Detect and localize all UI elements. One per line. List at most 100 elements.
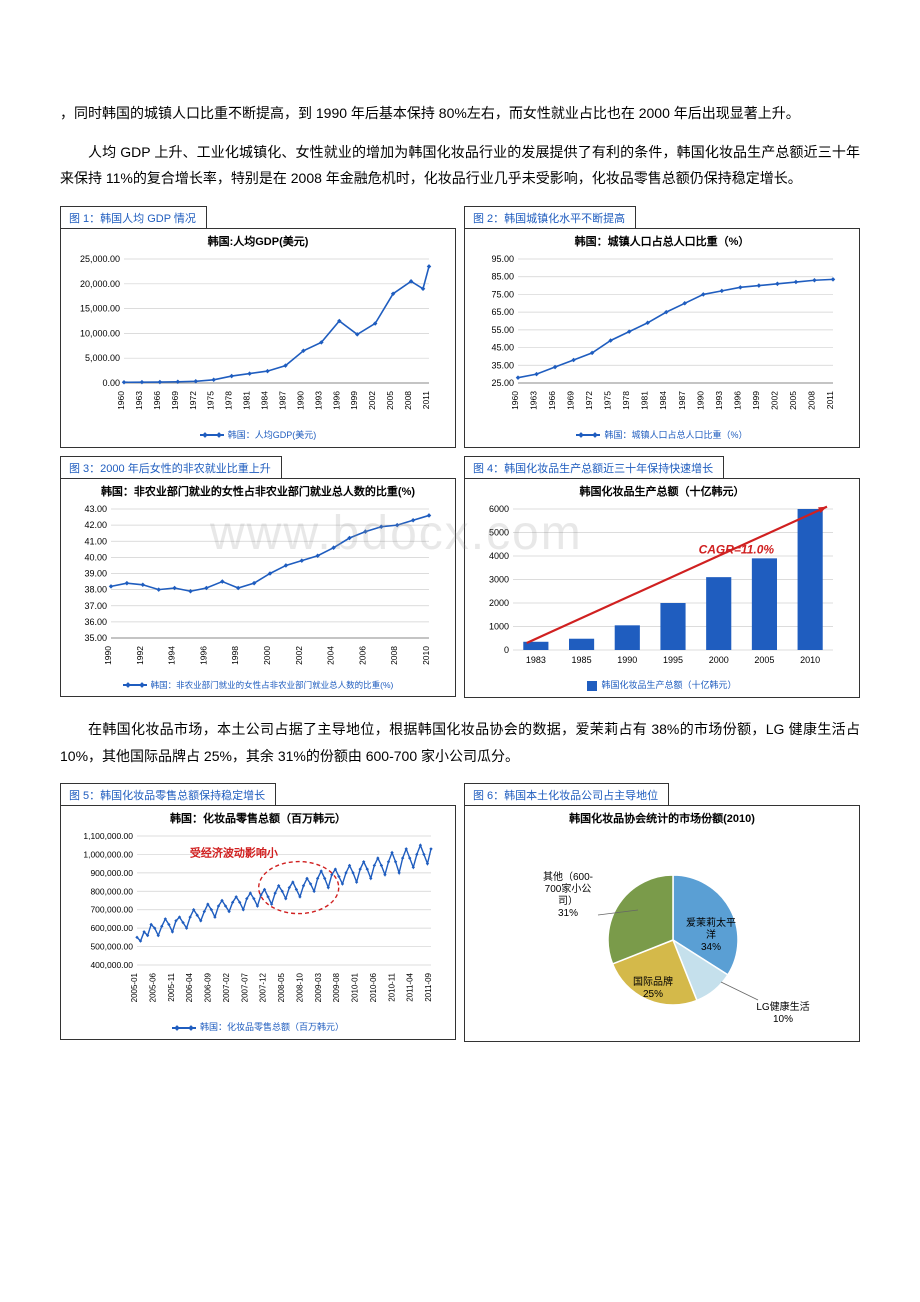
svg-text:1972: 1972 [188, 391, 198, 410]
svg-text:国际品牌: 国际品牌 [633, 975, 673, 988]
svg-text:2005: 2005 [385, 391, 395, 410]
chart-2-legend: 韩国：城镇人口占总人口比重（%） [473, 430, 851, 441]
svg-text:2010-01: 2010-01 [351, 973, 360, 1003]
chart-grid-2: 图 5：韩国化妆品零售总额保持稳定增长 韩国：化妆品零售总额（百万韩元） 400… [60, 783, 860, 1042]
svg-text:3000: 3000 [489, 575, 509, 585]
svg-text:42.00: 42.00 [84, 520, 107, 530]
svg-text:31%: 31% [558, 908, 578, 919]
svg-text:36.00: 36.00 [84, 617, 107, 627]
svg-text:1,100,000.00: 1,100,000.00 [83, 831, 133, 841]
paragraph-1: ，同时韩国的城镇人口比重不断提高，到 1990 年后基本保持 80%左右，而女性… [60, 100, 860, 127]
svg-text:2005: 2005 [754, 655, 774, 665]
svg-text:1975: 1975 [603, 391, 613, 410]
svg-text:受经济波动影响小: 受经济波动影响小 [190, 846, 278, 860]
chart-4-wrapper: 图 4：韩国化妆品生产总额近三十年保持快速增长 韩国化妆品生产总额（十亿韩元） … [464, 478, 860, 698]
chart-1-svg: 0.005,000.0010,000.0015,000.0020,000.002… [69, 253, 439, 428]
svg-text:34%: 34% [701, 942, 721, 953]
svg-text:5000: 5000 [489, 528, 509, 538]
svg-text:1981: 1981 [242, 391, 252, 410]
svg-text:1960: 1960 [116, 391, 126, 410]
svg-text:1985: 1985 [572, 655, 592, 665]
svg-text:1987: 1987 [677, 391, 687, 410]
chart-6-title: 韩国化妆品协会统计的市场份额(2010) [473, 812, 851, 826]
chart-1-caption: 图 1：韩国人均 GDP 情况 [60, 206, 207, 228]
svg-text:爱茉莉太平: 爱茉莉太平 [686, 916, 736, 929]
svg-text:75.00: 75.00 [491, 290, 514, 300]
svg-text:5,000.00: 5,000.00 [85, 353, 120, 363]
svg-text:1969: 1969 [566, 391, 576, 410]
svg-text:其他（600-: 其他（600- [543, 870, 593, 883]
svg-text:2010-06: 2010-06 [369, 973, 378, 1003]
chart-6-caption: 图 6：韩国本土化妆品公司占主导地位 [464, 783, 669, 805]
svg-text:2010: 2010 [421, 646, 431, 665]
svg-text:700,000.00: 700,000.00 [90, 905, 133, 915]
chart-2-svg: 25.0035.0045.0055.0065.0075.0085.0095.00… [473, 253, 843, 428]
chart-1-legend: 韩国：人均GDP(美元) [69, 430, 447, 441]
chart-4-legend: 韩国化妆品生产总额（十亿韩元） [473, 680, 851, 691]
svg-text:2000: 2000 [262, 646, 272, 665]
svg-text:2008: 2008 [389, 646, 399, 665]
svg-text:1999: 1999 [349, 391, 359, 410]
svg-text:1990: 1990 [295, 391, 305, 410]
chart-3-wrapper: 图 3：2000 年后女性的非农就业比重上升 韩国：非农业部门就业的女性占非农业… [60, 478, 456, 698]
svg-text:2007-12: 2007-12 [259, 973, 268, 1003]
svg-text:2011: 2011 [421, 391, 431, 410]
svg-text:800,000.00: 800,000.00 [90, 887, 133, 897]
svg-text:500,000.00: 500,000.00 [90, 942, 133, 952]
svg-text:1995: 1995 [663, 655, 683, 665]
svg-text:2006: 2006 [357, 646, 367, 665]
chart-4-title: 韩国化妆品生产总额（十亿韩元） [473, 485, 851, 499]
svg-text:2008: 2008 [403, 391, 413, 410]
svg-text:1999: 1999 [751, 391, 761, 410]
chart-3-title: 韩国：非农业部门就业的女性占非农业部门就业总人数的比重(%) [69, 485, 447, 499]
svg-text:1993: 1993 [313, 391, 323, 410]
chart-5-caption: 图 5：韩国化妆品零售总额保持稳定增长 [60, 783, 276, 805]
svg-text:400,000.00: 400,000.00 [90, 960, 133, 970]
chart-3-svg: 35.0036.0037.0038.0039.0040.0041.0042.00… [69, 503, 439, 678]
svg-text:1975: 1975 [206, 391, 216, 410]
svg-text:1966: 1966 [547, 391, 557, 410]
svg-text:2009-08: 2009-08 [332, 973, 341, 1003]
svg-text:15,000.00: 15,000.00 [80, 304, 120, 314]
svg-text:25%: 25% [643, 989, 663, 1000]
paragraph-2: 人均 GDP 上升、工业化城镇化、女性就业的增加为韩国化妆品行业的发展提供了有利… [60, 139, 860, 192]
svg-text:1994: 1994 [167, 646, 177, 665]
svg-text:41.00: 41.00 [84, 536, 107, 546]
svg-text:2000: 2000 [489, 598, 509, 608]
svg-text:600,000.00: 600,000.00 [90, 924, 133, 934]
svg-text:10,000.00: 10,000.00 [80, 328, 120, 338]
chart-5-svg: 400,000.00 500,000.00 600,000.00 700,000.00… [69, 830, 439, 1020]
svg-text:37.00: 37.00 [84, 601, 107, 611]
chart-2-wrapper: 图 2：韩国城镇化水平不断提高 韩国：城镇人口占总人口比重（%） 25.0035… [464, 228, 860, 448]
svg-text:2007-02: 2007-02 [222, 973, 231, 1003]
chart-1-title: 韩国:人均GDP(美元) [69, 235, 447, 249]
svg-text:1990: 1990 [617, 655, 637, 665]
svg-text:1978: 1978 [621, 391, 631, 410]
svg-text:0.00: 0.00 [102, 378, 120, 388]
chart-2-caption: 图 2：韩国城镇化水平不断提高 [464, 206, 636, 228]
svg-text:95.00: 95.00 [491, 254, 514, 264]
chart-6-wrapper: 图 6：韩国本土化妆品公司占主导地位 韩国化妆品协会统计的市场份额(2010) … [464, 805, 860, 1042]
svg-text:2010: 2010 [800, 655, 820, 665]
svg-text:35.00: 35.00 [491, 360, 514, 370]
svg-text:1984: 1984 [260, 391, 270, 410]
svg-text:2011: 2011 [825, 391, 835, 410]
svg-text:1990: 1990 [103, 646, 113, 665]
svg-text:2005-06: 2005-06 [148, 973, 157, 1003]
chart-2-title: 韩国：城镇人口占总人口比重（%） [473, 235, 851, 249]
svg-text:1987: 1987 [277, 391, 287, 410]
svg-text:1978: 1978 [224, 391, 234, 410]
svg-text:40.00: 40.00 [84, 553, 107, 563]
svg-text:2008: 2008 [806, 391, 816, 410]
svg-text:45.00: 45.00 [491, 343, 514, 353]
svg-text:2008-05: 2008-05 [277, 973, 286, 1003]
svg-text:1972: 1972 [584, 391, 594, 410]
svg-text:1996: 1996 [198, 646, 208, 665]
svg-text:司）: 司） [558, 895, 578, 907]
chart-5-legend: 韩国：化妆品零售总额（百万韩元） [69, 1022, 447, 1033]
svg-text:38.00: 38.00 [84, 585, 107, 595]
chart-5-wrapper: 图 5：韩国化妆品零售总额保持稳定增长 韩国：化妆品零售总额（百万韩元） 400… [60, 805, 456, 1042]
svg-text:1960: 1960 [510, 391, 520, 410]
svg-text:2005-01: 2005-01 [130, 973, 139, 1003]
svg-text:1,000,000.00: 1,000,000.00 [83, 850, 133, 860]
